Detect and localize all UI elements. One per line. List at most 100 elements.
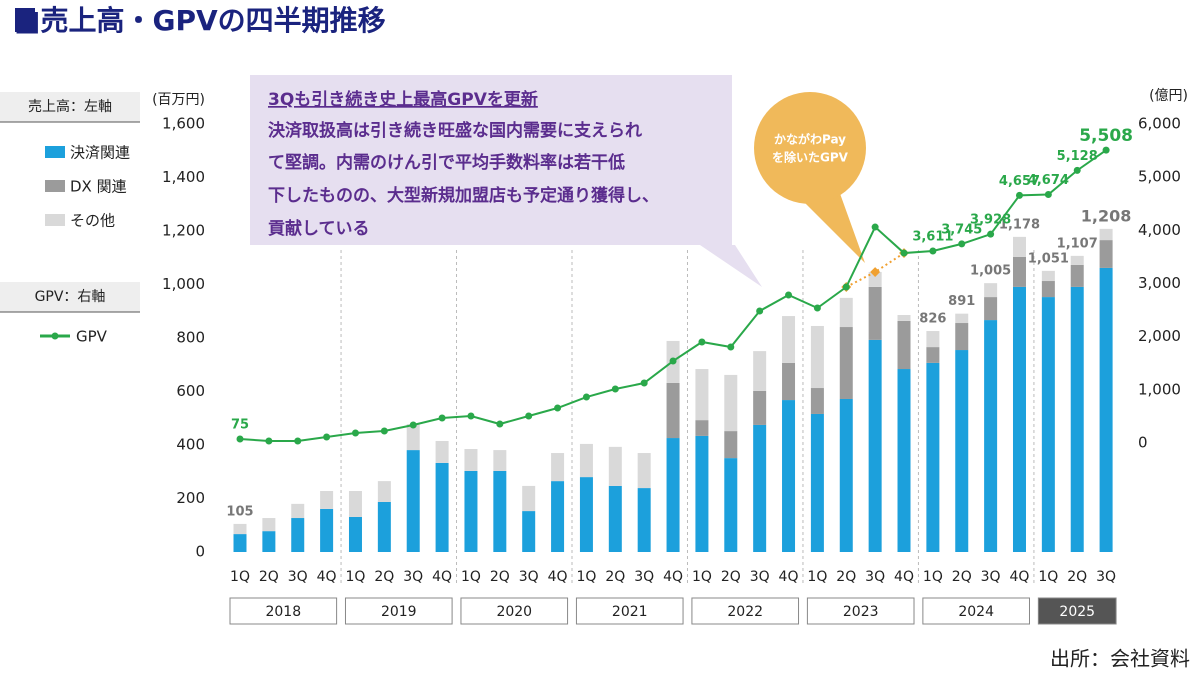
y-tick-label: 200: [176, 489, 205, 507]
x-tick-label: 4Q: [432, 569, 452, 585]
y-tick-label: 800: [176, 329, 205, 347]
x-tick-label: 1Q: [923, 569, 943, 585]
gpv-point: [813, 304, 821, 312]
bar-segment: [233, 523, 247, 535]
gpv-point: [554, 404, 562, 412]
legend-label: その他: [70, 212, 115, 230]
total-label: 1,005: [970, 264, 1011, 279]
bar-segment: [1070, 264, 1084, 287]
gpv-point: [929, 247, 937, 255]
year-label: 2025: [1059, 604, 1095, 620]
year-label: 2022: [727, 604, 763, 620]
y-tick-label: 1,400: [162, 168, 205, 186]
y2-tick-label: 1,000: [1138, 380, 1181, 398]
legend-label: 決済関連: [70, 144, 130, 162]
x-tick-label: 2Q: [952, 569, 972, 585]
bar-segment: [724, 374, 738, 432]
bar-segment: [782, 362, 796, 401]
gpv-point: [1015, 191, 1023, 199]
bar-segment: [666, 382, 680, 439]
bar-segment: [435, 440, 449, 463]
bar-segment: [1041, 270, 1055, 282]
bar-segment: [839, 327, 853, 399]
gpv-label: 4,657: [999, 174, 1040, 189]
bar-segment: [984, 297, 998, 321]
gpv-excluding-line: [845, 252, 905, 288]
callout-text: 決済取扱高は引き続き旺盛な国内需要に支えられ: [268, 120, 642, 141]
year-label: 2023: [843, 604, 879, 620]
bar-segment: [868, 339, 882, 552]
bar-segment: [695, 435, 709, 552]
bar-segment: [608, 485, 622, 552]
gpv-label: 4,674: [1028, 173, 1069, 188]
gpv-excluding-point: [870, 267, 881, 277]
y-unit: (百万円): [152, 92, 205, 108]
bar-segment: [493, 470, 507, 552]
x-tick-label: 2Q: [1067, 569, 1087, 585]
gpv-label: 5,508: [1079, 126, 1133, 146]
gpv-label: 3,611: [912, 230, 953, 245]
gpv-point: [785, 291, 793, 299]
gpv-point: [236, 435, 244, 443]
bar-segment: [551, 453, 565, 482]
bar-segment: [1070, 286, 1084, 552]
callout-heading: 3Qも引き続き史上最高GPVを更新: [268, 89, 538, 110]
y2-tick-label: 3,000: [1138, 274, 1181, 292]
bar-segment: [666, 438, 680, 552]
bar-segment: [810, 325, 824, 389]
bar-segment: [1041, 297, 1055, 552]
x-tick-label: 2Q: [259, 569, 279, 585]
gpv-point: [265, 437, 273, 445]
bar-segment: [406, 424, 420, 451]
total-label: 1,107: [1057, 236, 1098, 251]
gpv-label: 3,928: [970, 213, 1011, 228]
bar-segment: [1070, 255, 1084, 265]
x-tick-label: 2Q: [721, 569, 741, 585]
x-tick-label: 2Q: [490, 569, 510, 585]
bar-segment: [695, 369, 709, 421]
legend-label: GPV: [76, 328, 108, 346]
x-tick-label: 4Q: [317, 569, 337, 585]
year-box: [575, 597, 684, 625]
callout-text: 貢献している: [268, 218, 370, 239]
gpv-point: [438, 414, 446, 422]
y2-tick-label: 5,000: [1138, 168, 1181, 186]
gpv-point: [727, 343, 735, 351]
gpv-point: [1073, 166, 1081, 174]
bar-segment: [348, 491, 362, 517]
bar-segment: [782, 400, 796, 552]
bar-segment: [1041, 281, 1055, 298]
year-box: [691, 597, 800, 625]
year-box: [229, 597, 338, 625]
x-tick-label: 1Q: [461, 569, 481, 585]
total-label: 1,208: [1081, 206, 1132, 225]
bar-segment: [608, 446, 622, 486]
chart-title: ■売上高・GPVの四半期推移: [14, 4, 386, 37]
bar-segment: [868, 286, 882, 340]
year-label: 2019: [381, 604, 417, 620]
bubble-text: かながわPay: [774, 132, 846, 147]
gpv-point: [351, 429, 359, 437]
x-tick-label: 3Q: [981, 569, 1001, 585]
bar-segment: [1099, 267, 1113, 552]
x-tick-label: 3Q: [634, 569, 654, 585]
x-tick-label: 4Q: [548, 569, 568, 585]
bar-segment: [839, 297, 853, 328]
bar-segment: [435, 462, 449, 552]
x-tick-label: 4Q: [663, 569, 683, 585]
year-box: [460, 597, 569, 625]
gpv-point: [582, 393, 590, 401]
legend-box: [0, 92, 140, 122]
gpv-point: [698, 338, 706, 346]
bar-segment: [984, 320, 998, 552]
legend-dot: [51, 332, 59, 340]
bar-segment: [464, 470, 478, 552]
gpv-label: 3,745: [941, 222, 982, 237]
bar-segment: [839, 398, 853, 552]
bar-segment: [984, 283, 998, 298]
bar-segment: [753, 351, 767, 391]
bar-segment: [955, 313, 969, 324]
total-label: 1,178: [999, 217, 1040, 232]
year-box: [806, 597, 915, 625]
year-label: 2020: [496, 604, 532, 620]
